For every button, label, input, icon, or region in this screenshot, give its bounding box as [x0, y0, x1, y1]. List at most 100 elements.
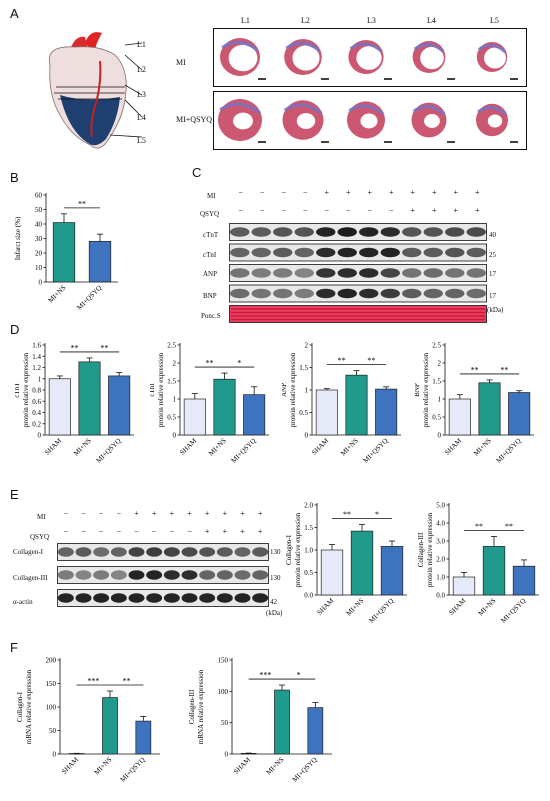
- fibrosis-region: [285, 41, 321, 53]
- x-tick-label: MI+QSYQ: [495, 437, 523, 465]
- x-tick-label: MI+NS: [345, 597, 366, 618]
- fibrosis-region: [219, 102, 261, 115]
- level-label-l3: L3: [137, 90, 146, 99]
- x-tick-label: MI+NS: [265, 756, 286, 777]
- mi-sign: +: [389, 188, 394, 197]
- mi-sign: +: [453, 188, 458, 197]
- blot-band: [234, 547, 251, 557]
- chart-e2: 0.0 1.0 2.0 3.0 4.0 5.0 Collagen-III protein re…: [417, 502, 539, 625]
- y-tick-label: 20: [35, 250, 43, 258]
- blot-band: [359, 227, 379, 237]
- y-tick-label: 1.2: [32, 364, 41, 372]
- mi-row-label-e: MI: [37, 513, 46, 521]
- blot-band: [110, 547, 127, 557]
- blot-band: [273, 268, 293, 278]
- blot-band: [181, 570, 198, 580]
- blot-band: [445, 227, 465, 237]
- bar: [478, 382, 501, 436]
- section-lumen: [296, 113, 316, 129]
- mi-sign: +: [152, 509, 157, 518]
- y-tick-label: 1.6: [32, 342, 41, 350]
- y-tick-label: 2: [173, 360, 177, 368]
- qsyq-sign: −: [64, 527, 69, 536]
- blot-band: [445, 247, 465, 258]
- x-tick-label: MI+NS: [207, 437, 228, 458]
- mi-sign: +: [205, 509, 210, 518]
- blot-band: [402, 268, 422, 278]
- fibrosis-region: [412, 105, 446, 116]
- x-tick-label: SHAM: [443, 436, 464, 457]
- qsyq-row-label: QSYQ: [200, 210, 220, 218]
- bar: [512, 565, 536, 596]
- y-tick-label: 1.5: [304, 524, 313, 532]
- section-lumen: [356, 46, 382, 70]
- histology-grid: [213, 28, 527, 150]
- blot-band: [294, 247, 314, 258]
- y-tick-label: 30: [35, 235, 43, 243]
- blot-band: [75, 593, 92, 603]
- bar: [482, 546, 506, 596]
- mi-sign: +: [432, 188, 437, 197]
- x-tick-label: MI+QSYQ: [119, 756, 147, 784]
- y-tick-label: 50: [49, 727, 57, 735]
- panel-e-blots: [57, 543, 269, 607]
- panel-e-signs: − − − − + + + + + + + + − − − − − − − − + + + +: [64, 509, 263, 536]
- chart-d3: 0 0.5 1 1.5 2 ANP protein relative expression S…: [282, 342, 401, 465]
- y-axis-label: Infarct size (%): [14, 216, 22, 260]
- significance-label: **: [100, 343, 108, 352]
- y-tick-label: 0.0: [304, 592, 313, 600]
- y-tick-label: 2.0: [436, 556, 445, 564]
- blot-band: [234, 570, 251, 580]
- qsyq-sign: −: [238, 206, 243, 215]
- band-label-ctni: cTnI: [203, 251, 217, 259]
- y-tick-label: 0: [225, 751, 229, 759]
- y-tick-label: 2.5: [432, 342, 441, 350]
- qsyq-sign: +: [223, 527, 228, 536]
- level-label-l4: L4: [137, 113, 146, 122]
- band-label-anp: ANP: [203, 270, 218, 278]
- y-tick-label: 0.5: [432, 414, 441, 422]
- blot-band: [402, 227, 422, 237]
- x-tick-label: MI+NS: [472, 437, 493, 458]
- section-lumen: [360, 113, 378, 129]
- qsyq-sign: −: [99, 527, 104, 536]
- blot-band: [230, 247, 250, 258]
- bar: [102, 697, 118, 755]
- y-tick-label: 50: [35, 206, 43, 214]
- band-label-ponc: Ponc.S: [201, 312, 221, 320]
- qsyq-sign: +: [475, 206, 480, 215]
- size-label-e130a: 130: [270, 548, 281, 556]
- blot-band: [234, 593, 251, 603]
- mi-sign: +: [240, 509, 245, 518]
- y-tick-label: 2: [438, 360, 442, 368]
- mi-sign: +: [367, 188, 372, 197]
- blot-band: [146, 547, 163, 557]
- qsyq-sign: −: [367, 206, 372, 215]
- blot-band: [146, 593, 163, 603]
- qsyq-sign: −: [170, 527, 175, 536]
- significance-label: **: [206, 359, 214, 368]
- bar: [213, 378, 236, 436]
- heart-illustration: [48, 32, 143, 149]
- blot-band: [380, 268, 400, 278]
- y-tick-label: 100: [218, 688, 229, 696]
- mi-sign: −: [64, 509, 69, 518]
- x-tick-label: MI+NS: [93, 756, 114, 777]
- qsyq-sign: +: [410, 206, 415, 215]
- blot-strip: [229, 284, 487, 303]
- significance-label: *: [375, 510, 379, 519]
- blot-band: [466, 247, 486, 258]
- chart-f2: 0 50 100 150 Collagen-III mRNA relative expre…: [188, 657, 332, 784]
- blot-band: [251, 288, 271, 299]
- column-label-l4: L4: [427, 16, 436, 25]
- blot-band: [181, 547, 198, 557]
- bar: [375, 388, 398, 436]
- blot-band: [163, 593, 180, 603]
- blot-band: [199, 593, 216, 603]
- blot-band: [251, 247, 271, 258]
- bar: [307, 707, 324, 755]
- y-tick-label: 0.2: [32, 420, 41, 428]
- y-axis-label: protein relative expression: [294, 512, 302, 587]
- y-axis-label: Collagen-I: [16, 691, 24, 722]
- qsyq-sign: −: [389, 206, 394, 215]
